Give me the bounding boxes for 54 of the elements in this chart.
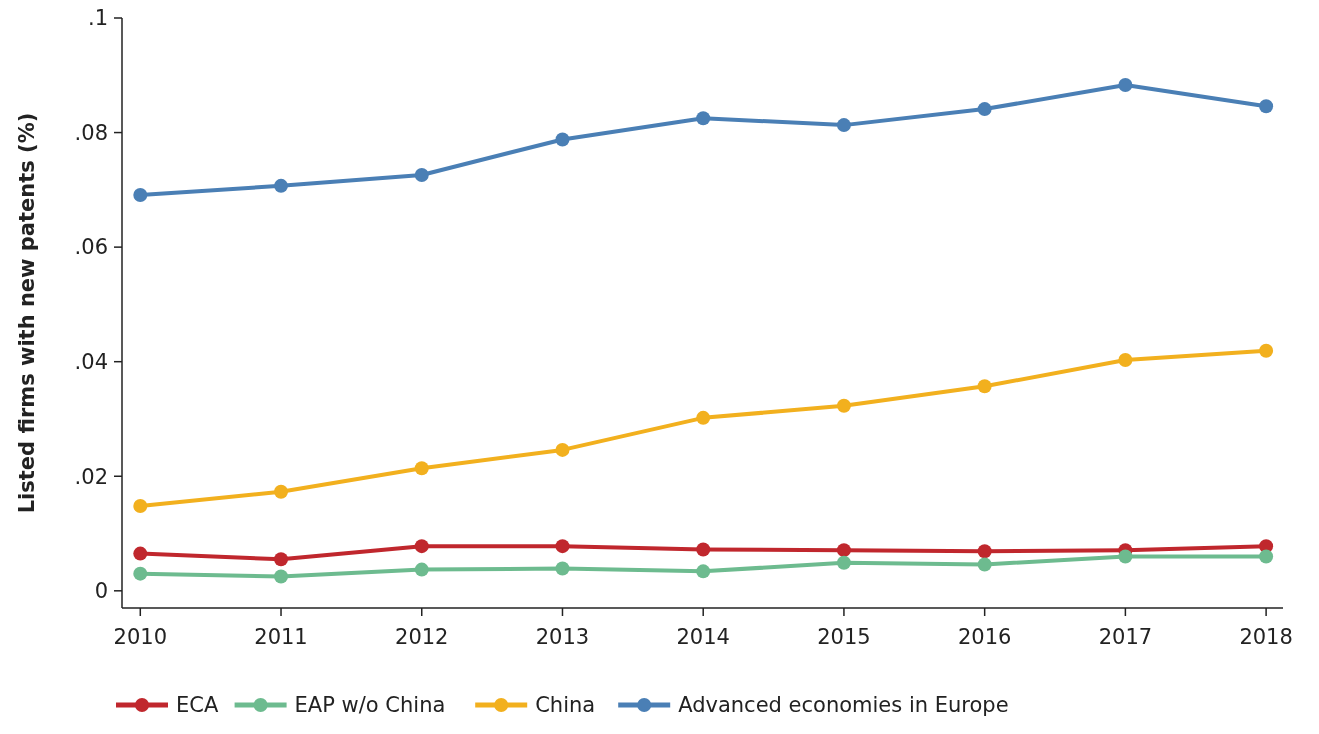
legend-label: ECA xyxy=(176,693,219,717)
y-tick-label: .06 xyxy=(74,235,108,260)
point xyxy=(696,542,711,557)
x-tick-label: 2015 xyxy=(817,625,871,649)
point xyxy=(1259,99,1274,114)
y-tick-label: .1 xyxy=(87,6,108,31)
point xyxy=(555,442,570,457)
legend-label: Advanced economies in Europe xyxy=(678,693,1009,717)
point xyxy=(1118,549,1133,564)
point xyxy=(133,546,148,561)
x-tick-label: 2012 xyxy=(395,625,449,649)
y-tick-label: 0 xyxy=(94,579,108,604)
y-tick-label: .08 xyxy=(74,120,108,145)
x-tick-label: 2010 xyxy=(113,625,168,649)
point xyxy=(274,178,289,193)
point xyxy=(1118,78,1133,93)
point xyxy=(977,544,992,559)
point xyxy=(414,562,429,577)
point xyxy=(836,398,851,413)
point xyxy=(133,499,148,514)
point xyxy=(977,557,992,572)
point xyxy=(977,102,992,117)
point xyxy=(696,111,711,126)
point xyxy=(414,539,429,554)
point xyxy=(836,118,851,133)
point xyxy=(1259,549,1274,564)
point xyxy=(555,561,570,576)
point xyxy=(274,484,289,499)
x-tick-label: 2016 xyxy=(957,625,1012,649)
y-axis-title: Listed firms with new patents (%) xyxy=(15,112,39,514)
point xyxy=(1259,343,1274,358)
legend-label: China xyxy=(535,693,596,717)
point xyxy=(414,167,429,182)
y-tick-label: .04 xyxy=(74,350,108,375)
x-tick-label: 2018 xyxy=(1239,625,1293,649)
y-tick-label: .02 xyxy=(74,464,108,489)
point xyxy=(1118,352,1133,367)
point xyxy=(555,132,570,147)
point xyxy=(555,539,570,554)
x-tick-label: 2014 xyxy=(676,625,730,649)
x-tick-label: 2013 xyxy=(535,625,590,649)
x-tick-label: 2011 xyxy=(254,625,308,649)
point xyxy=(696,410,711,425)
point xyxy=(133,566,148,581)
point xyxy=(696,564,711,579)
point xyxy=(836,555,851,570)
x-tick-label: 2017 xyxy=(1098,625,1153,649)
point xyxy=(977,379,992,394)
point xyxy=(133,188,148,202)
point xyxy=(414,461,429,476)
point xyxy=(274,569,289,584)
legend-label: EAP w/o China xyxy=(294,693,446,717)
point xyxy=(274,552,289,567)
point xyxy=(836,543,851,558)
